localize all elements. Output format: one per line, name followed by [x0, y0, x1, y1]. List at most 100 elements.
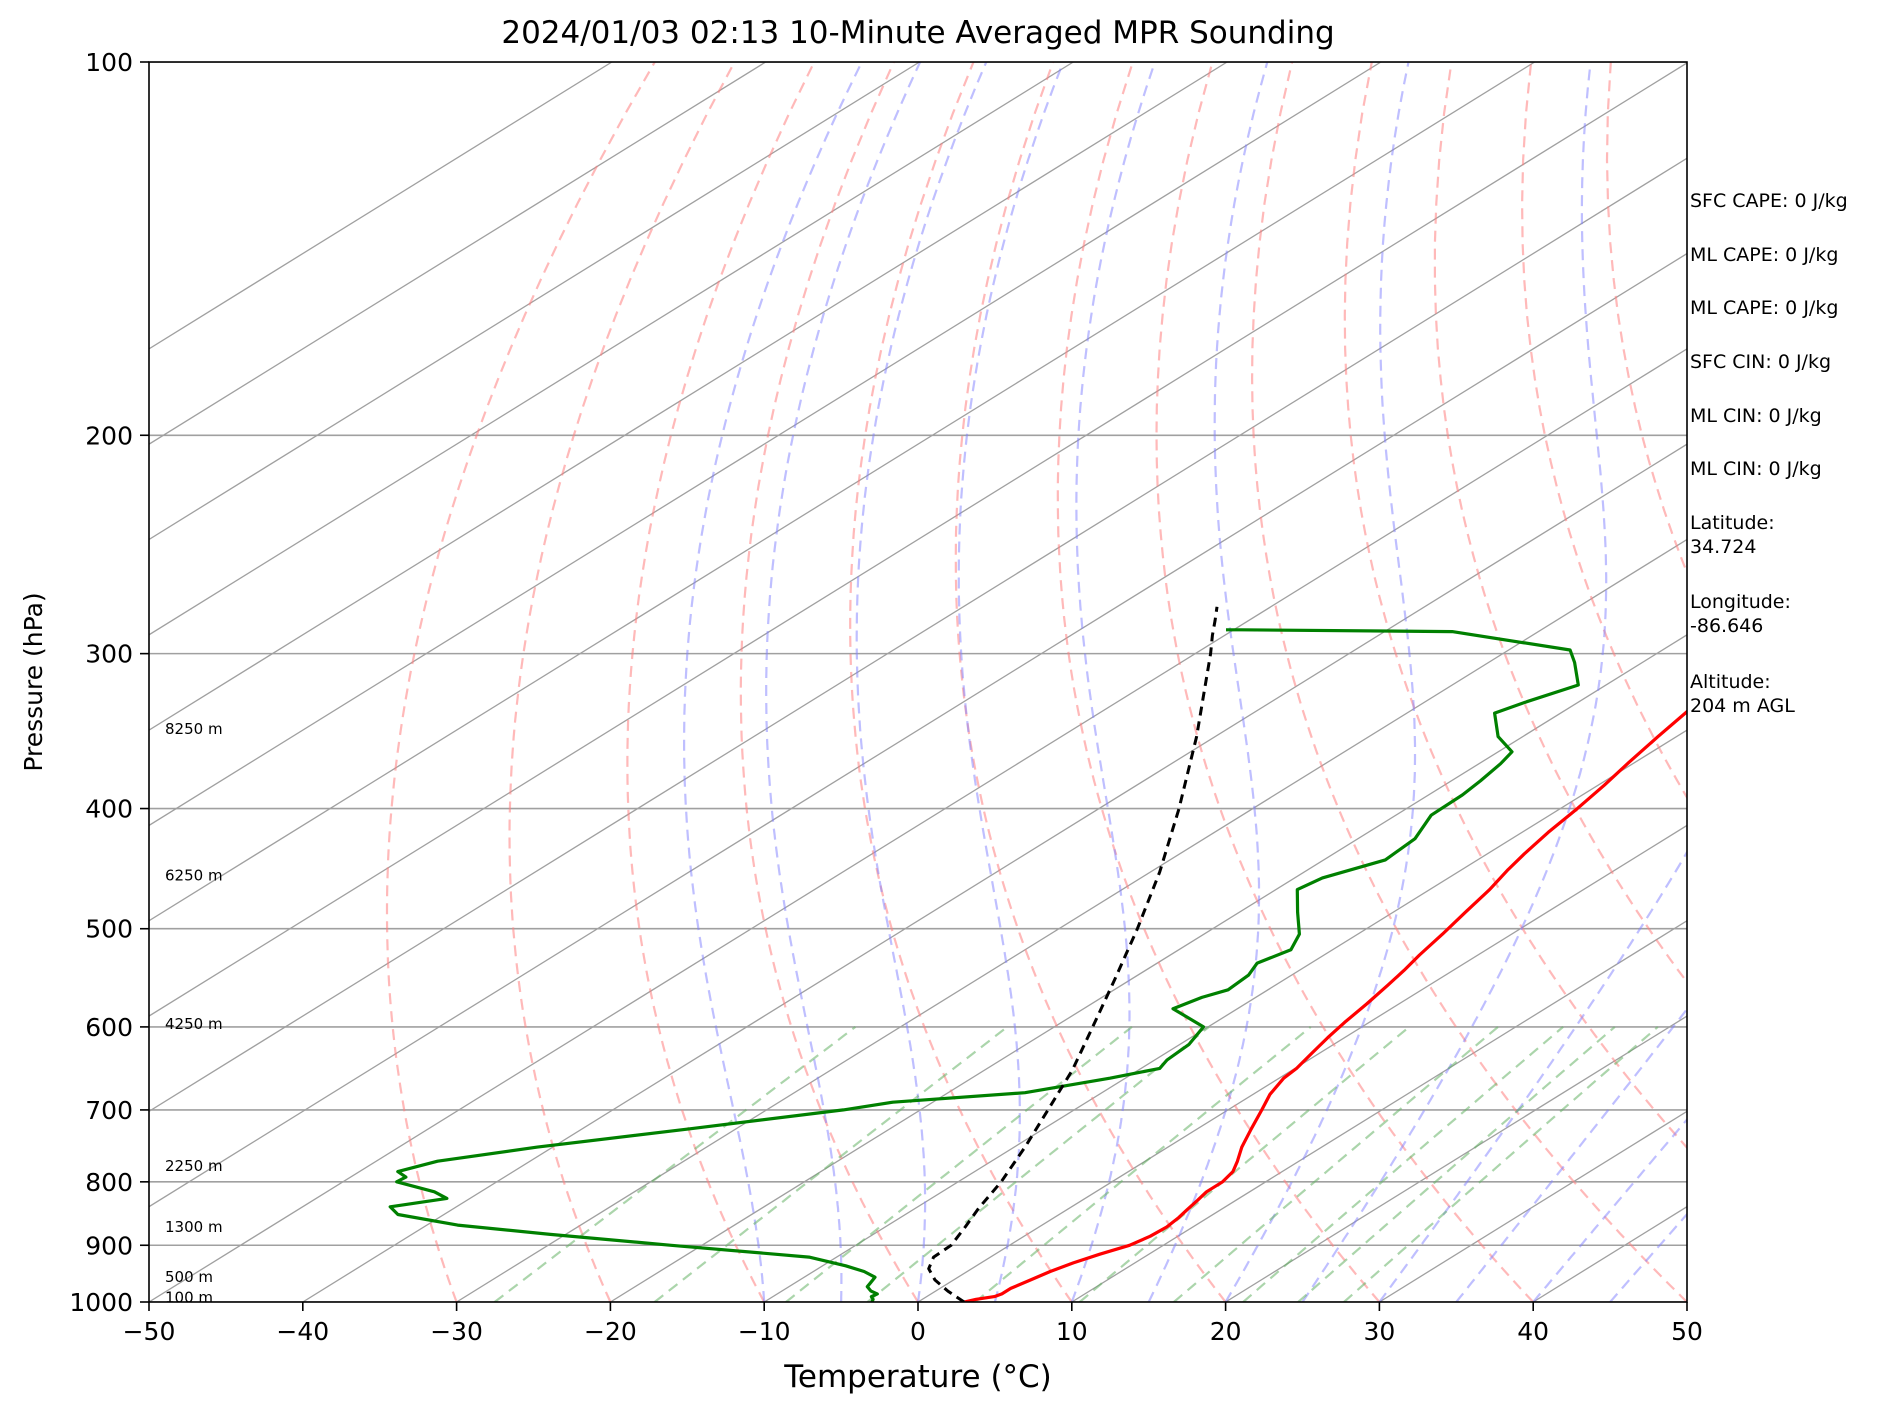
mixing-ratio-line — [866, 1026, 1210, 1302]
y-tick-label: 600 — [85, 1013, 133, 1042]
sfc-cape-text: SFC CAPE: 0 J/kg — [1690, 190, 1848, 212]
y-tick-label: 300 — [85, 640, 133, 669]
y-tick-label: 900 — [85, 1231, 133, 1260]
y-tick-label: 400 — [85, 795, 133, 824]
background-lines — [149, 62, 1893, 1302]
y-tick-label: 500 — [85, 915, 133, 944]
x-axis: −50 −40 −30 −20 −10 0 10 20 30 40 50 — [123, 1302, 1703, 1346]
x-tick-label: 20 — [1210, 1317, 1242, 1346]
ml-cape-text: ML CAPE: 0 J/kg — [1690, 244, 1839, 266]
moist-adiabat-line — [765, 62, 922, 1302]
dry-adiabat-line — [385, 62, 656, 1302]
mixing-ratio-line — [785, 1026, 1133, 1302]
isotherm-line — [149, 62, 1074, 636]
dry-adiabat-line — [1155, 62, 1534, 1302]
latitude-value: 34.724 — [1690, 536, 1757, 558]
mixing-ratio-line — [1297, 1026, 1616, 1302]
x-tick-label: −40 — [276, 1317, 329, 1346]
y-tick-label: 700 — [85, 1096, 133, 1125]
moist-adiabat-line — [855, 62, 988, 1302]
x-tick-label: 0 — [910, 1317, 926, 1346]
dry-adiabat-line — [626, 62, 816, 1302]
mu-cin-text: ML CIN: 0 J/kg — [1690, 458, 1822, 480]
isotherm-line — [149, 62, 1382, 827]
x-tick-label: −20 — [584, 1317, 637, 1346]
x-tick-label: −10 — [738, 1317, 791, 1346]
x-tick-label: 50 — [1671, 1317, 1703, 1346]
height-label: 6250 m — [165, 867, 223, 885]
height-label: 4250 m — [165, 1015, 223, 1033]
dry-adiabat-line — [1850, 62, 1893, 1302]
moist-adiabat-line — [683, 62, 863, 1302]
y-axis: 100 200 300 400 500 600 700 800 900 1000 — [69, 48, 149, 1317]
isotherm-line — [302, 443, 1687, 1302]
x-tick-label: 10 — [1056, 1317, 1088, 1346]
x-tick-label: −50 — [123, 1317, 176, 1346]
longitude-text: Longitude: -86.646 — [1690, 590, 1791, 638]
moist-adiabat-line — [1532, 1117, 1687, 1302]
isotherm-line — [149, 348, 1687, 1302]
isotherm-line — [149, 62, 920, 541]
y-tick-label: 200 — [85, 421, 133, 450]
moist-adiabat-line — [1224, 62, 1417, 1302]
ml-cin-text: ML CIN: 0 J/kg — [1690, 405, 1822, 427]
isotherm-line — [149, 252, 1687, 1208]
longitude-label: Longitude: — [1690, 591, 1791, 613]
dewpoint-profile-line — [388, 628, 1580, 1302]
isotherm-line — [1225, 1015, 1687, 1302]
isotherm-line — [149, 62, 1228, 731]
data-lines — [388, 606, 1687, 1302]
y-tick-label: 800 — [85, 1168, 133, 1197]
height-label: 1300 m — [165, 1218, 223, 1236]
dry-adiabat-line — [954, 62, 1227, 1302]
dry-adiabat-line — [1056, 62, 1381, 1302]
isotherm-line — [763, 729, 1687, 1302]
mixing-ratio-line — [493, 1026, 857, 1302]
dry-adiabat-line — [1433, 62, 1687, 984]
dry-adiabat-line — [508, 62, 736, 1302]
mixing-ratio-line — [1173, 1026, 1499, 1302]
temperature-profile-line — [963, 709, 1687, 1302]
x-tick-label: 30 — [1363, 1317, 1395, 1346]
altitude-value: 204 m AGL — [1690, 695, 1795, 717]
altitude-text: Altitude: 204 m AGL — [1690, 670, 1795, 718]
moist-adiabat-line — [1455, 1007, 1687, 1302]
height-label: 8250 m — [165, 720, 223, 738]
isotherm-line — [456, 538, 1687, 1302]
y-axis-label: Pressure (hPa) — [19, 592, 48, 771]
dry-adiabat-line — [739, 62, 919, 1302]
mixing-ratio-line — [1343, 1026, 1659, 1302]
moist-adiabat-line — [1147, 62, 1269, 1302]
dry-adiabat-line — [1520, 62, 1687, 800]
altitude-label: Altitude: — [1690, 671, 1771, 693]
mixing-ratio-line — [653, 1026, 1008, 1302]
dry-adiabat-line — [849, 62, 1073, 1302]
sfc-cin-text: SFC CIN: 0 J/kg — [1690, 351, 1832, 373]
mu-cape-text: ML CAPE: 0 J/kg — [1690, 297, 1839, 319]
moist-adiabat-line — [957, 62, 1065, 1302]
moist-adiabat-line — [1070, 62, 1156, 1302]
x-tick-label: 40 — [1517, 1317, 1549, 1346]
isotherm-line — [149, 62, 1687, 1017]
dry-adiabat-line — [1250, 62, 1687, 1302]
latitude-text: Latitude: 34.724 — [1690, 511, 1775, 559]
y-tick-label: 100 — [85, 48, 133, 77]
x-axis-label: Temperature (°C) — [783, 1359, 1052, 1395]
mixing-ratio-line — [1242, 1026, 1564, 1302]
parcel-profile-line — [927, 606, 1219, 1302]
moist-adiabat-line — [1301, 62, 1608, 1302]
isotherm-line — [917, 824, 1687, 1302]
mixing-ratio-line — [974, 1026, 1312, 1302]
chart-title: 2024/01/03 02:13 10-Minute Averaged MPR … — [501, 15, 1334, 51]
isotherm-line — [149, 157, 1687, 1113]
isotherm-line — [149, 62, 1536, 922]
height-label: 2250 m — [165, 1157, 223, 1175]
latitude-label: Latitude: — [1690, 512, 1775, 534]
isotherm-line — [149, 62, 767, 445]
isotherm-line — [1071, 919, 1687, 1302]
y-tick-label: 1000 — [69, 1288, 133, 1317]
isotherm-line — [610, 634, 1687, 1302]
isotherm-line — [149, 62, 613, 350]
height-label: 100 m — [165, 1289, 213, 1307]
